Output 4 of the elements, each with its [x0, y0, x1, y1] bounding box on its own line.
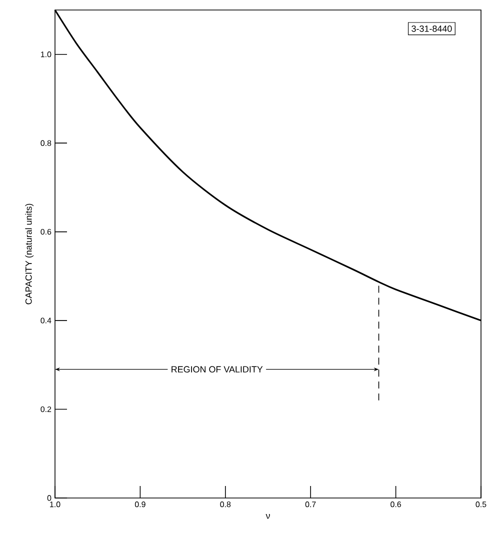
annotation: 3-31-8440 — [412, 25, 452, 32]
y-axis-title: CAPACITY (natural units) — [25, 204, 34, 304]
x-axis-title: ν — [266, 514, 270, 519]
annotation: REGION OF VALIDITY — [172, 366, 263, 373]
